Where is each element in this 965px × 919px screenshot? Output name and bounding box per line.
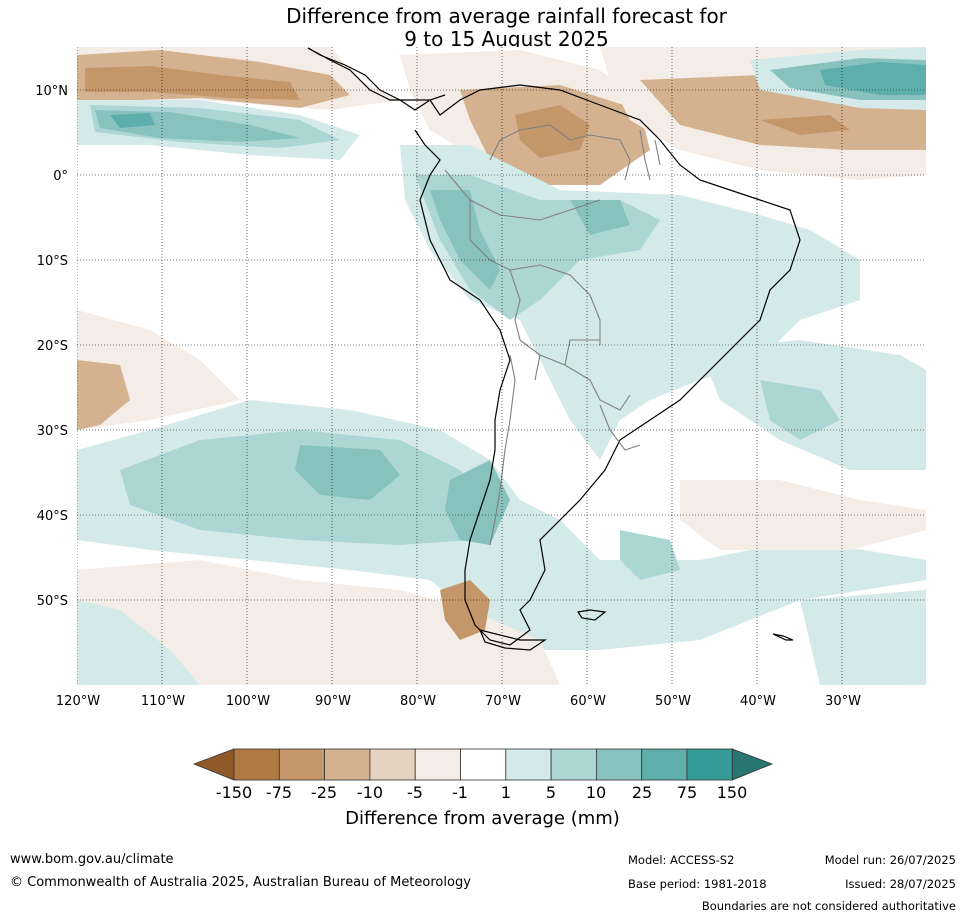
base-period: Base period: 1981-2018 bbox=[628, 877, 767, 891]
colorbar-label-5: 5 bbox=[545, 783, 557, 802]
colorbar-label-minus-1: -1 bbox=[452, 783, 468, 802]
colorbar-swatch-11 bbox=[686, 748, 733, 781]
anomaly-region-north-pacific-dry-center bbox=[85, 66, 300, 100]
boundaries-disclaimer: Boundaries are not considered authoritat… bbox=[701, 899, 956, 913]
longitude-labels: 120°W 110°W 100°W 90°W 80°W 70°W 60°W 50… bbox=[56, 694, 861, 709]
model-name: Model: ACCESS-S2 bbox=[628, 853, 735, 867]
lon-label-90w: 90°W bbox=[315, 694, 351, 709]
colorbar-swatch-6 bbox=[460, 748, 507, 781]
site-url-link[interactable]: www.bom.gov.au/climate bbox=[10, 852, 174, 867]
anomaly-region-atlantic-wet-core bbox=[820, 62, 926, 95]
map-title-line-1: Difference from average rainfall forecas… bbox=[286, 4, 727, 28]
colorbar-arrow-high bbox=[731, 748, 774, 781]
lon-label-120w: 120°W bbox=[56, 694, 100, 709]
map-title-line-2: 9 to 15 August 2025 bbox=[404, 27, 609, 51]
latitude-labels: 10°N 0° 10°S 20°S 30°S 40°S 50°S bbox=[35, 84, 68, 609]
colorbar-label-minus-25: -25 bbox=[310, 783, 338, 802]
colorbar-swatch-3 bbox=[324, 748, 371, 781]
anomaly-region-amazon-wet-core-east bbox=[570, 200, 630, 235]
colorbar-label-minus-75: -75 bbox=[265, 783, 293, 802]
south-georgia bbox=[772, 633, 794, 641]
colorbar-swatch-1 bbox=[233, 748, 280, 781]
colorbar-swatch-8 bbox=[550, 748, 597, 781]
anomaly-region-east-atlantic-wet-mid bbox=[760, 380, 840, 440]
anomaly-region-far-south-wet bbox=[77, 600, 200, 685]
lat-label-50s: 50°S bbox=[37, 594, 68, 609]
lon-label-50w: 50°W bbox=[655, 694, 691, 709]
rainfall-anomaly-field bbox=[77, 47, 926, 685]
lon-label-110w: 110°W bbox=[141, 694, 185, 709]
anomaly-region-southern-wet-mid bbox=[120, 430, 490, 545]
country-borders bbox=[444, 124, 661, 546]
colorbar-swatch-9 bbox=[596, 748, 643, 781]
colorbar-label-minus-10: -10 bbox=[356, 783, 384, 802]
colorbar-swatch-7 bbox=[505, 748, 552, 781]
colorbar-swatch-10 bbox=[641, 748, 688, 781]
lon-label-60w: 60°W bbox=[570, 694, 606, 709]
colorbar-label-10: 10 bbox=[585, 783, 607, 802]
falkland-islands bbox=[576, 609, 607, 621]
colorbar-swatch-2 bbox=[278, 748, 325, 781]
colorbar-label-1: 1 bbox=[500, 783, 512, 802]
model-run-date: Model run: 26/07/2025 bbox=[824, 853, 956, 867]
anomaly-region-amazon-wet-core bbox=[430, 190, 500, 290]
lon-label-40w: 40°W bbox=[740, 694, 776, 709]
anomaly-region-far-south-east-wet bbox=[800, 590, 926, 685]
anomaly-region-south-pacific-dry-core bbox=[77, 360, 130, 430]
anomaly-region-southern-dry bbox=[77, 560, 560, 685]
tierra-del-fuego-coastline bbox=[478, 629, 547, 651]
anomaly-region-south-atlantic-wet bbox=[620, 530, 680, 580]
anomaly-region-atlantic-dry-center bbox=[760, 115, 850, 135]
anomaly-region-venezuela-dry-core bbox=[515, 105, 590, 158]
lon-label-80w: 80°W bbox=[400, 694, 436, 709]
colorbar bbox=[192, 748, 774, 781]
lon-label-100w: 100°W bbox=[226, 694, 270, 709]
colorbar-label-25: 25 bbox=[631, 783, 653, 802]
issued-date: Issued: 28/07/2025 bbox=[845, 877, 956, 891]
anomaly-region-east-pacific-wet-center bbox=[110, 113, 155, 128]
colorbar-title: Difference from average (mm) bbox=[345, 808, 620, 829]
lon-label-30w: 30°W bbox=[825, 694, 861, 709]
colorbar-arrow-low bbox=[192, 748, 235, 781]
south-america-coastline bbox=[307, 47, 801, 646]
lon-label-70w: 70°W bbox=[485, 694, 521, 709]
anomaly-region-southern-wet-core bbox=[295, 445, 400, 500]
lat-label-20s: 20°S bbox=[37, 339, 68, 354]
lat-label-10s: 10°S bbox=[37, 254, 68, 269]
lat-label-10n: 10°N bbox=[35, 84, 68, 99]
colorbar-swatch-4 bbox=[369, 748, 416, 781]
anomaly-region-cape-horn-dry bbox=[440, 580, 490, 640]
lat-label-40s: 40°S bbox=[37, 509, 68, 524]
colorbar-label-75: 75 bbox=[676, 783, 698, 802]
colorbar-label-150: 150 bbox=[716, 783, 748, 802]
copyright-notice: © Commonwealth of Australia 2025, Austra… bbox=[10, 875, 471, 890]
lat-label-0: 0° bbox=[53, 169, 68, 184]
colorbar-label-minus-150: -150 bbox=[215, 783, 253, 802]
colorbar-label-minus-5: -5 bbox=[407, 783, 423, 802]
graticule bbox=[77, 47, 926, 685]
colorbar-swatch-5 bbox=[414, 748, 461, 781]
lat-label-30s: 30°S bbox=[37, 424, 68, 439]
